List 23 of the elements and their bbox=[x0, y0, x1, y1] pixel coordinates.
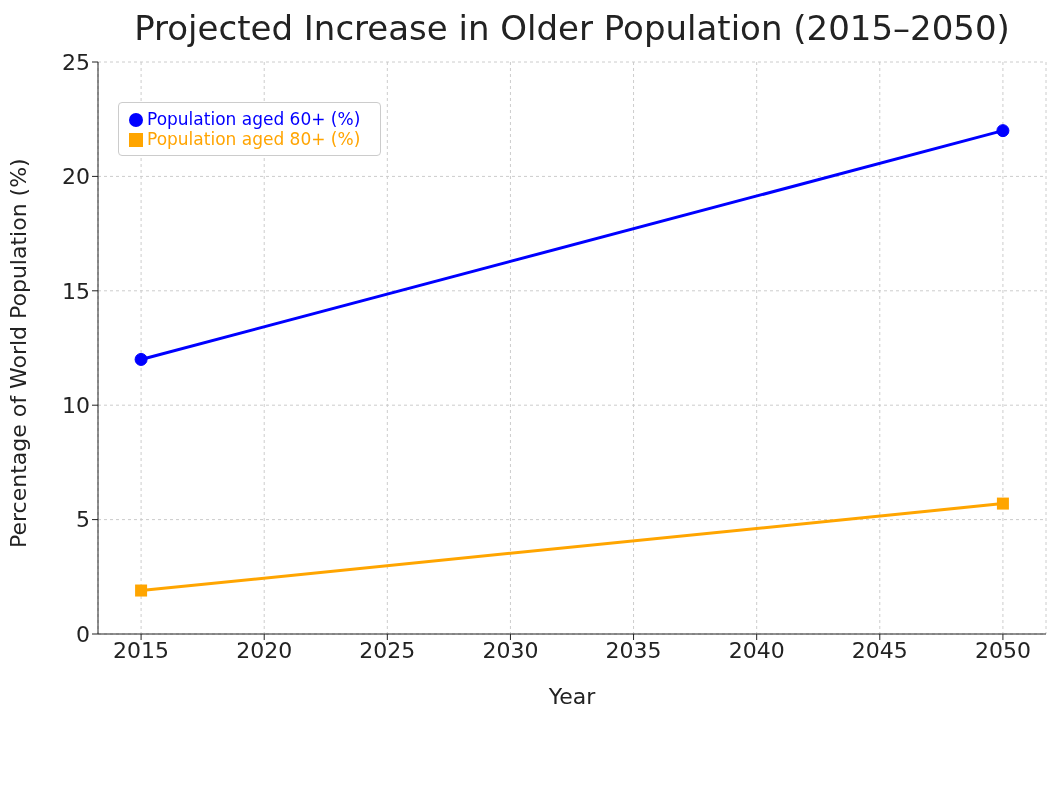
legend-label: Population aged 60+ (%) bbox=[147, 109, 361, 129]
x-axis-title: Year bbox=[547, 684, 597, 709]
y-tick-label: 20 bbox=[62, 164, 90, 190]
y-tick-label: 10 bbox=[62, 393, 90, 419]
x-tick-label: 2030 bbox=[482, 637, 539, 663]
legend-label: Population aged 80+ (%) bbox=[147, 129, 361, 149]
x-tick-label: 2020 bbox=[236, 637, 293, 663]
y-tick-label: 0 bbox=[76, 621, 90, 647]
point bbox=[996, 497, 1009, 510]
y-tick-label: 5 bbox=[76, 507, 90, 533]
point bbox=[996, 124, 1010, 138]
x-tick-label: 2015 bbox=[113, 637, 170, 663]
chart-title: Projected Increase in Older Population (2015–2050) bbox=[134, 8, 1010, 48]
x-tick-label: 2025 bbox=[359, 637, 416, 663]
y-axis-title: Percentage of World Population (%) bbox=[5, 158, 31, 548]
x-tick-label: 2035 bbox=[605, 637, 662, 663]
y-tick-label: 25 bbox=[62, 49, 90, 75]
x-tick-label: 2050 bbox=[974, 637, 1031, 663]
x-tick-label: 2040 bbox=[728, 637, 785, 663]
point bbox=[134, 352, 148, 366]
x-tick-label: 2045 bbox=[851, 637, 908, 663]
point bbox=[135, 584, 148, 597]
y-tick-label: 15 bbox=[62, 278, 90, 304]
